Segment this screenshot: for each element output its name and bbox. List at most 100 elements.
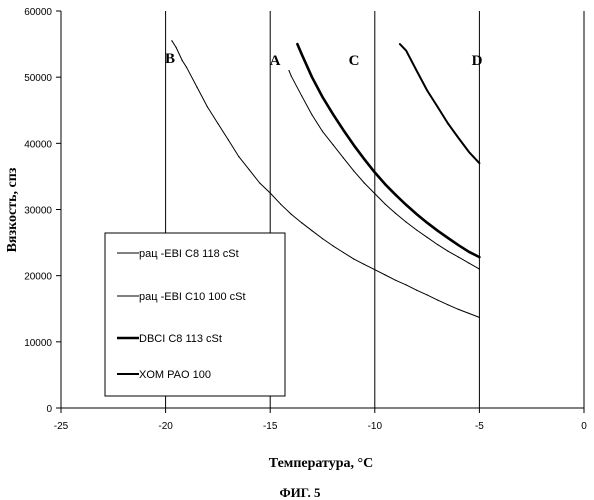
data-point bbox=[353, 171, 354, 172]
data-point bbox=[270, 192, 271, 193]
y-tick-label: 50000 bbox=[24, 73, 52, 84]
data-point bbox=[322, 131, 323, 132]
data-point bbox=[353, 145, 354, 146]
y-axis-title: Вязкость, спз bbox=[5, 167, 20, 252]
curve-label-d: D bbox=[472, 53, 483, 69]
data-point bbox=[416, 290, 417, 291]
data-point bbox=[311, 77, 312, 78]
data-point bbox=[437, 244, 438, 245]
data-point bbox=[280, 204, 281, 205]
x-tick-label: -20 bbox=[158, 421, 173, 432]
data-point bbox=[249, 169, 250, 170]
x-tick-label: -15 bbox=[263, 421, 278, 432]
data-point bbox=[385, 274, 386, 275]
data-point bbox=[374, 193, 375, 194]
data-point bbox=[416, 70, 417, 71]
data-point bbox=[301, 222, 302, 223]
legend-label-dbci-c8: DBCI C8 113 cSt bbox=[139, 333, 222, 345]
data-point bbox=[406, 222, 407, 223]
data-point bbox=[447, 251, 448, 252]
data-point bbox=[437, 300, 438, 301]
data-point bbox=[207, 106, 208, 107]
data-point bbox=[228, 139, 229, 140]
x-tick-label: -25 bbox=[54, 421, 69, 432]
data-point bbox=[196, 87, 197, 88]
data-point bbox=[479, 269, 480, 270]
data-point bbox=[458, 137, 459, 138]
data-point bbox=[458, 309, 459, 310]
data-point bbox=[468, 263, 469, 264]
data-point bbox=[468, 251, 469, 252]
data-point bbox=[458, 257, 459, 258]
data-point bbox=[374, 172, 375, 173]
data-point bbox=[182, 60, 183, 61]
data-point bbox=[297, 44, 298, 45]
data-point bbox=[395, 194, 396, 195]
data-point bbox=[322, 238, 323, 239]
legend-label-xom-pao-100: XOM PAO 100 bbox=[139, 369, 211, 381]
series-line-c bbox=[297, 44, 479, 257]
data-point bbox=[311, 114, 312, 115]
curve-label-a: A bbox=[270, 53, 281, 69]
y-tick-label: 10000 bbox=[24, 338, 52, 349]
data-point bbox=[479, 317, 480, 318]
data-point bbox=[353, 259, 354, 260]
x-axis-title: Температура, °C bbox=[269, 456, 373, 471]
data-point bbox=[416, 229, 417, 230]
data-point bbox=[395, 280, 396, 281]
data-point bbox=[385, 204, 386, 205]
data-point bbox=[395, 213, 396, 214]
x-tick-label: -10 bbox=[368, 421, 383, 432]
data-point bbox=[291, 75, 292, 76]
curve-label-c: C bbox=[349, 53, 360, 69]
x-tick-label: 0 bbox=[581, 421, 587, 432]
data-point bbox=[427, 90, 428, 91]
x-tick-label: -5 bbox=[475, 421, 484, 432]
data-point bbox=[322, 96, 323, 97]
legend-label-rac-ebi-c8: рац -EBI C8 118 cSt bbox=[139, 248, 239, 260]
data-point bbox=[186, 67, 187, 68]
curve-label-b: B bbox=[165, 51, 175, 67]
data-point bbox=[301, 95, 302, 96]
data-point bbox=[332, 114, 333, 115]
data-point bbox=[468, 151, 469, 152]
y-tick-label: 60000 bbox=[24, 7, 52, 18]
data-point bbox=[437, 230, 438, 231]
data-point bbox=[238, 156, 239, 157]
y-tick-label: 20000 bbox=[24, 272, 52, 283]
data-point bbox=[447, 123, 448, 124]
data-point bbox=[447, 304, 448, 305]
data-point bbox=[311, 230, 312, 231]
data-point bbox=[468, 313, 469, 314]
data-point bbox=[332, 245, 333, 246]
data-point bbox=[479, 163, 480, 164]
data-point bbox=[364, 264, 365, 265]
data-point bbox=[171, 40, 172, 41]
data-point bbox=[288, 70, 289, 71]
data-point bbox=[406, 284, 407, 285]
data-point bbox=[427, 294, 428, 295]
data-point bbox=[458, 245, 459, 246]
data-point bbox=[427, 222, 428, 223]
data-point bbox=[374, 269, 375, 270]
legend: рац -EBI C8 118 cSt рац -EBI C10 100 cSt… bbox=[105, 233, 285, 396]
data-point bbox=[301, 53, 302, 54]
data-point bbox=[427, 237, 428, 238]
data-point bbox=[406, 50, 407, 51]
data-point bbox=[176, 47, 177, 48]
data-point bbox=[437, 106, 438, 107]
legend-label-rac-ebi-c10: рац -EBI C10 100 cSt bbox=[139, 291, 246, 303]
data-point bbox=[364, 182, 365, 183]
data-point bbox=[259, 182, 260, 183]
data-point bbox=[479, 257, 480, 258]
y-tick-label: 0 bbox=[46, 404, 52, 415]
data-point bbox=[364, 159, 365, 160]
data-point bbox=[447, 237, 448, 238]
data-point bbox=[217, 123, 218, 124]
data-point bbox=[406, 204, 407, 205]
data-point bbox=[291, 214, 292, 215]
y-tick-label: 40000 bbox=[24, 139, 52, 150]
data-point bbox=[416, 214, 417, 215]
y-tick-label: 30000 bbox=[24, 206, 52, 217]
data-point bbox=[343, 130, 344, 131]
